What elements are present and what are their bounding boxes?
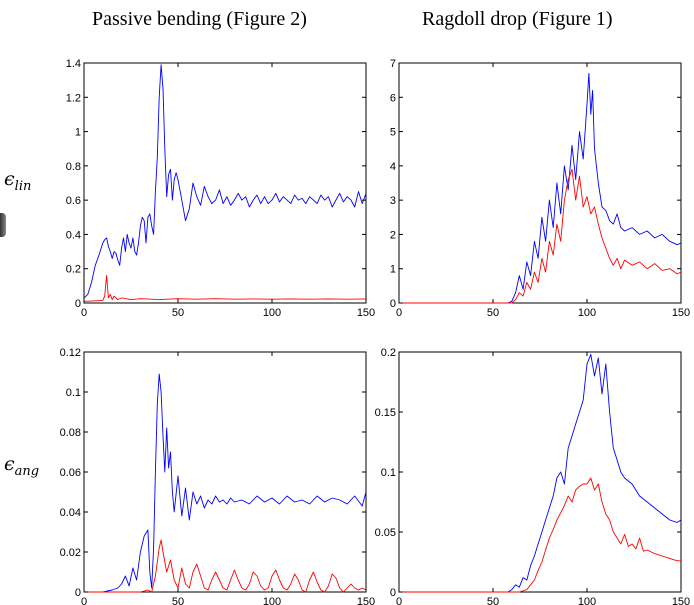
passive-lin-ytick-label-1: 0.2 [66,264,81,276]
ragdoll-lin-ytick-label-1: 1 [390,264,396,276]
ragdoll-ang-xtick-label-0: 0 [396,596,402,605]
passive-ang-xtick-label-50: 50 [172,596,184,605]
ragdoll-lin-xtick-label-150: 150 [672,307,690,319]
epsilon-lin-symbol: ϵ [4,168,15,190]
ragdoll-lin-series-blue-line [399,72,682,304]
ragdoll-ang-xtick-label-100: 100 [578,596,596,605]
ragdoll-lin-ytick-label-4: 4 [390,161,396,173]
ragdoll-ang-xtick-label-150: 150 [672,596,690,605]
ragdoll-lin-xtick-label-50: 50 [487,307,499,319]
ragdoll-lin-ytick-label-3: 3 [390,195,396,207]
ragdoll-lin-xtick-label-100: 100 [578,307,596,319]
passive-lin-series-red-line [83,275,367,302]
ragdoll-lin-ytick-label-7: 7 [390,58,396,70]
ragdoll-lin-series-red-line [399,168,682,304]
edge-mark [0,213,6,237]
passive-ang-frame [83,351,367,593]
ragdoll-ang-series-red-line [399,477,681,593]
ragdoll-ang-ytick-label-4: 0.2 [381,347,396,359]
passive-ang-ytick-label-6: 0.12 [60,347,81,359]
ragdoll-ang-series-blue-line [399,353,682,593]
passive-lin-xtick-label-0: 0 [81,307,87,319]
epsilon-lin-subscript: lin [14,178,32,194]
ragdoll-ang-xtick-label-50: 50 [487,596,499,605]
passive-lin-ytick-label-6: 1.2 [66,92,81,104]
title-ragdoll-drop: Ragdoll drop (Figure 1) [422,8,613,30]
passive-ang-ytick-label-3: 0.06 [60,467,81,479]
passive-lin-ytick-label-7: 1.4 [66,58,81,70]
passive-lin-ytick-label-0: 0 [75,298,81,310]
ragdoll-ang-ytick-label-0: 0 [390,587,396,599]
passive-lin-xtick-label-50: 50 [172,307,184,319]
ragdoll-ang-frame [398,351,682,593]
passive-ang-xtick-label-0: 0 [81,596,87,605]
ragdoll-ang-ytick-label-2: 0.1 [381,467,396,479]
passive-ang-series-red-line [84,539,367,593]
title-passive-bending: Passive bending (Figure 2) [92,8,307,30]
passive-lin-ytick-label-4: 0.8 [66,161,81,173]
passive-ang-xtick-label-150: 150 [357,596,375,605]
ragdoll-lin-ytick-label-5: 5 [390,127,396,139]
passive-ang-series-blue-line [84,373,367,593]
ragdoll-lin-xtick-label-0: 0 [396,307,402,319]
passive-lin-ytick-label-5: 1 [75,127,81,139]
ragdoll-lin-ytick-label-0: 0 [390,298,396,310]
passive-lin-ytick-label-2: 0.4 [66,229,81,241]
ragdoll-lin-frame [398,62,682,304]
passive-ang-xtick-label-100: 100 [263,596,281,605]
ragdoll-lin-ytick-label-6: 6 [390,92,396,104]
passive-lin-ytick-label-3: 0.6 [66,195,81,207]
passive-lin-frame [83,62,367,304]
passive-ang-ytick-label-4: 0.08 [60,427,81,439]
passive-lin-xtick-label-150: 150 [357,307,375,319]
row-label-epsilon-lin: ϵlin [4,168,31,194]
epsilon-ang-subscript: ang [14,463,40,479]
ragdoll-lin-ytick-label-2: 2 [390,229,396,241]
passive-lin-series-blue-line [83,64,367,299]
passive-ang-ytick-label-2: 0.04 [60,507,81,519]
ragdoll-ang-ytick-label-3: 0.15 [375,407,396,419]
passive-ang-ytick-label-0: 0 [75,587,81,599]
ragdoll-ang-ytick-label-1: 0.05 [375,527,396,539]
passive-ang-ytick-label-1: 0.02 [60,547,81,559]
row-label-epsilon-ang: ϵang [4,453,39,479]
passive-ang-ytick-label-5: 0.1 [66,387,81,399]
epsilon-ang-symbol: ϵ [4,453,15,475]
passive-lin-xtick-label-100: 100 [263,307,281,319]
